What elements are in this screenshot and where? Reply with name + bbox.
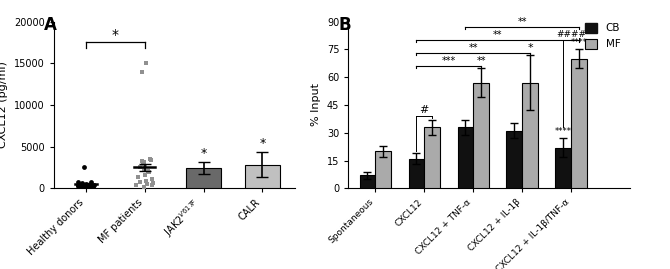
Point [140, 173, 151, 177]
Point [144, 157, 155, 161]
Point [143, 169, 153, 173]
Point [135, 180, 145, 184]
Point [78, 165, 89, 170]
Point [84, 182, 94, 187]
Point [73, 184, 84, 188]
Bar [555, 147, 571, 188]
Text: *: * [259, 137, 265, 150]
Point [145, 158, 156, 162]
Text: ****: **** [555, 128, 572, 136]
Point [147, 183, 157, 187]
Point [84, 185, 95, 189]
Point [140, 179, 151, 183]
Point [86, 179, 96, 184]
Point [76, 184, 86, 189]
Point [77, 185, 88, 189]
Point [147, 181, 158, 185]
Text: **: ** [468, 43, 478, 53]
Point [141, 182, 152, 186]
Point [80, 185, 90, 189]
Bar [360, 175, 375, 188]
Bar [473, 83, 489, 188]
Point [137, 159, 148, 163]
Bar [245, 165, 280, 188]
Text: ****: **** [570, 38, 588, 47]
Point [89, 183, 100, 187]
Text: **: ** [493, 30, 502, 40]
Text: #: # [419, 105, 429, 115]
Point [134, 165, 145, 170]
Legend: CB, MF: CB, MF [581, 18, 624, 54]
Point [137, 162, 148, 166]
Text: *: * [527, 43, 533, 53]
Bar [522, 83, 538, 188]
Point [131, 183, 142, 187]
Point [73, 180, 84, 185]
Point [133, 175, 143, 180]
Point [139, 164, 150, 168]
Text: ***: *** [442, 56, 456, 66]
Point [73, 183, 84, 187]
Text: B: B [338, 16, 351, 34]
Text: A: A [44, 16, 56, 34]
Point [139, 167, 149, 171]
Point [147, 177, 157, 181]
Point [136, 69, 147, 74]
Text: ####: #### [556, 30, 586, 40]
Point [80, 182, 91, 186]
Text: *: * [200, 147, 207, 160]
Point [86, 184, 96, 188]
Text: *: * [112, 27, 119, 41]
Point [139, 160, 150, 165]
Bar [186, 168, 221, 188]
Bar [424, 127, 440, 188]
Bar [375, 151, 391, 188]
Text: **: ** [476, 56, 486, 66]
Point [76, 181, 87, 185]
Y-axis label: CXCL12 (pg/ml): CXCL12 (pg/ml) [0, 62, 8, 148]
Bar [507, 131, 522, 188]
Bar [409, 159, 424, 188]
Bar [571, 59, 587, 188]
Point [141, 61, 151, 65]
Text: **: ** [517, 17, 527, 27]
Bar [458, 127, 473, 188]
Point [144, 170, 155, 175]
Point [139, 185, 149, 189]
Y-axis label: % Input: % Input [312, 83, 322, 126]
Point [88, 185, 98, 189]
Point [80, 185, 91, 189]
Point [81, 185, 92, 190]
